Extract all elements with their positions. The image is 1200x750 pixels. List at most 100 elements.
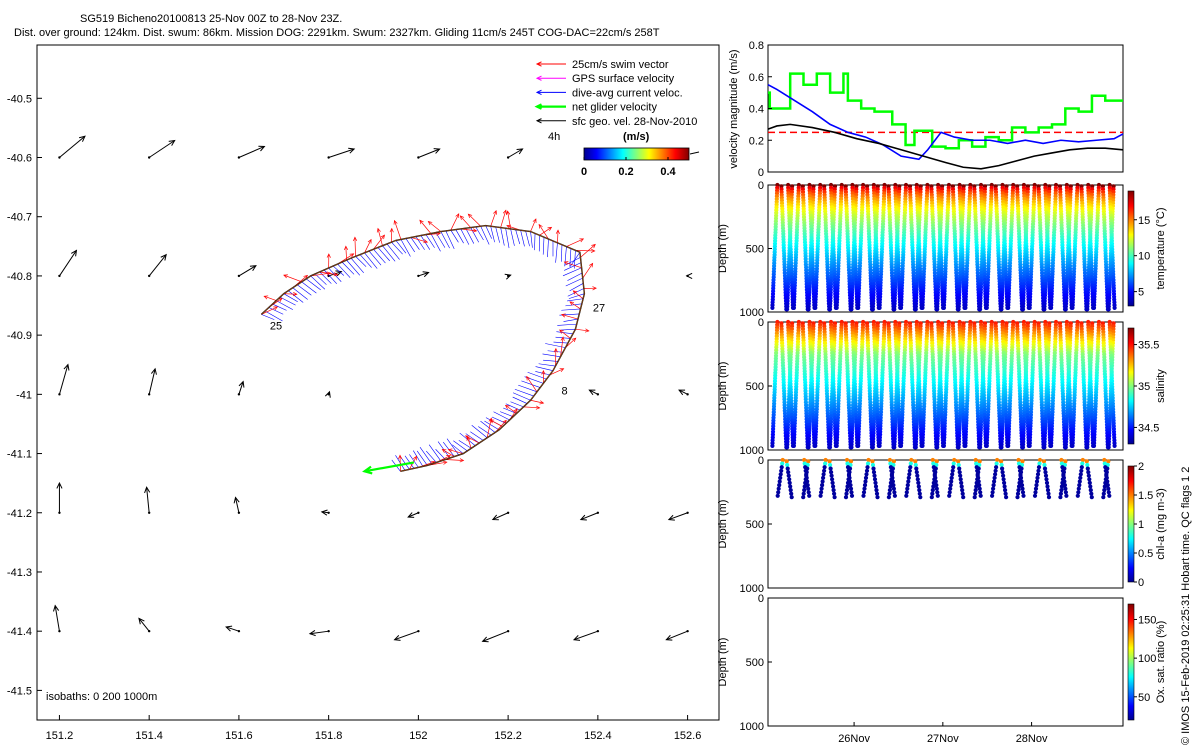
- sfc-vector-shaft: [407, 512, 419, 518]
- swim-vector-head: [488, 417, 493, 423]
- sfc-vector-shaft: [394, 630, 419, 641]
- swim-vector: [326, 253, 331, 269]
- dac-vector: [404, 455, 415, 469]
- dac-vector: [563, 318, 579, 322]
- sfc-vector: [58, 363, 70, 395]
- swim-vector-head: [592, 286, 597, 291]
- legend-label: GPS surface velocity: [572, 73, 675, 85]
- legend-key: [535, 61, 566, 67]
- scale-label-4h: 4h: [548, 131, 560, 143]
- swim-vector: [580, 243, 596, 258]
- dac-vector: [391, 241, 403, 255]
- swim-vector-head: [584, 328, 590, 333]
- sfc-vector: [418, 148, 441, 158]
- swim-vector-shaft: [490, 210, 497, 227]
- swim-vector-head: [447, 448, 453, 453]
- sfc-vector: [59, 135, 86, 158]
- sfc-vector: [572, 630, 599, 641]
- dac-vector: [455, 229, 464, 244]
- day-label: 27: [593, 303, 605, 315]
- dac-vector: [310, 275, 326, 290]
- swim-vector: [565, 337, 577, 348]
- swim-vector-shaft: [450, 213, 460, 231]
- sfc-vector-shaft: [580, 512, 599, 521]
- swim-vector-head: [589, 262, 594, 268]
- sfc-vector-head: [433, 148, 441, 154]
- swim-vector-shaft: [442, 449, 455, 457]
- dac-vector: [412, 450, 424, 467]
- dac-vector: [332, 265, 345, 276]
- map-x-tick-label: 151.2: [46, 730, 74, 742]
- swim-vector-head: [472, 228, 478, 233]
- title-line-2: Dist. over ground: 124km. Dist. swum: 86…: [14, 27, 660, 39]
- sfc-vector-head: [78, 135, 86, 142]
- swim-vector-head: [349, 253, 355, 258]
- sfc-vector: [144, 486, 151, 513]
- sfc-vector-shaft: [573, 630, 599, 641]
- profile-sample: [770, 443, 775, 448]
- profile-sample: [834, 305, 839, 310]
- profile-sample: [813, 443, 818, 448]
- swim-vector-head: [559, 329, 564, 334]
- map-y-tick-label: -40.9: [7, 330, 32, 342]
- swim-vector: [261, 306, 279, 315]
- sfc-vector: [56, 481, 63, 513]
- profile-sample: [877, 443, 882, 448]
- swim-vector-shaft: [565, 337, 576, 348]
- swim-vector-head: [526, 375, 531, 381]
- sfc-vector-shaft: [309, 630, 329, 635]
- dac-vector: [525, 230, 530, 247]
- sfc-vector-head: [225, 625, 233, 632]
- map-x-tick-label: 152.2: [494, 730, 522, 742]
- dac-vector: [368, 250, 382, 266]
- profile-samples: [770, 182, 1117, 312]
- sfc-vector: [328, 147, 356, 158]
- legend-key: [534, 103, 566, 110]
- sfc-vector-head: [249, 265, 257, 272]
- swim-vector-head: [466, 436, 471, 441]
- profile-sample: [913, 445, 918, 450]
- swim-vector-shaft: [575, 328, 589, 332]
- swim-vector-head: [389, 227, 394, 233]
- dac-vector: [435, 449, 446, 460]
- sfc-vector-head: [481, 636, 489, 643]
- dac-vector: [364, 252, 378, 269]
- swim-vector-head: [333, 272, 339, 277]
- sfc-vector: [407, 512, 419, 518]
- profile-sample: [1042, 307, 1047, 312]
- swim-vector-head: [352, 236, 358, 242]
- swim-vector: [530, 218, 537, 232]
- legend-key-head: [534, 103, 542, 110]
- profile-sample: [856, 443, 861, 448]
- sfc-vector-head: [579, 514, 587, 521]
- map-y-tick-label: -41: [16, 389, 32, 401]
- swim-vector-head: [555, 229, 560, 235]
- swim-vector-shaft: [561, 314, 579, 320]
- sfc-vector-shaft: [58, 364, 69, 395]
- swim-vector-head: [535, 405, 541, 410]
- profile-sample: [806, 445, 811, 450]
- profile-sample: [827, 445, 833, 450]
- dac-vector: [560, 328, 576, 331]
- dac-vector: [512, 392, 531, 401]
- dac-vector: [478, 426, 492, 436]
- profile-sample: [935, 307, 940, 312]
- sfc-vector-head: [393, 635, 401, 641]
- sfc-vector-head: [685, 272, 693, 279]
- swim-vector-shaft: [559, 329, 571, 339]
- swim-vector-head: [367, 238, 372, 244]
- profile-sample: [770, 305, 775, 310]
- dac-vector: [350, 257, 364, 274]
- swim-vector-head: [590, 248, 596, 253]
- net-velocity-vector-head: [362, 465, 373, 475]
- map-x-tick-label: 151.8: [315, 730, 343, 742]
- dac-vector: [395, 240, 407, 254]
- sfc-vector-head: [258, 145, 266, 152]
- sfc-vector-shaft: [418, 272, 429, 277]
- swim-vector: [523, 405, 541, 410]
- swim-vector-shaft: [566, 238, 584, 247]
- sfc-vector-head: [233, 496, 240, 504]
- sfc-vector-head: [308, 630, 316, 637]
